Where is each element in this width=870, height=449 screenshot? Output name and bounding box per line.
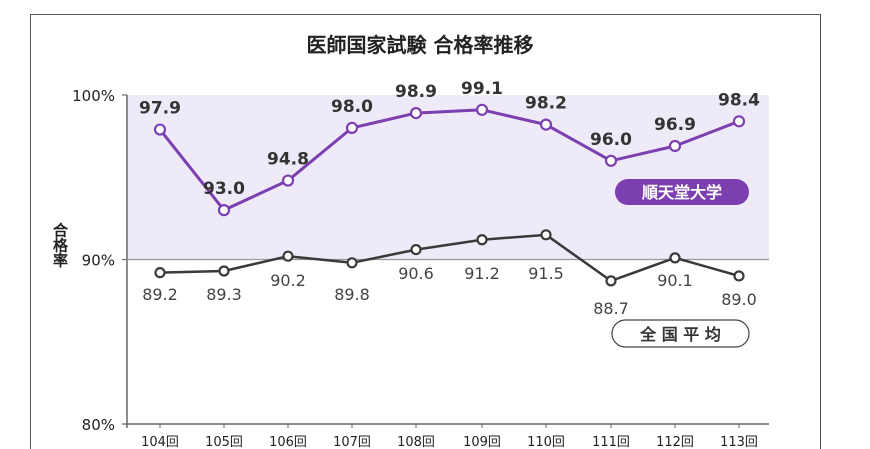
data-label-national: 89.8 [334,285,370,304]
y-tick-label: 100% [72,87,115,105]
data-point-juntendo [153,123,167,136]
data-label-juntendo: 98.2 [525,94,567,114]
data-label-juntendo: 98.0 [331,97,373,117]
highlight-band-layer [127,95,769,260]
data-label-national: 91.2 [464,264,500,283]
series-line-juntendo [158,108,740,212]
highlight-band [127,95,769,260]
data-label-juntendo: 97.9 [139,99,181,119]
chart-title: 医師国家試験 合格率推移 [307,33,534,57]
data-label-juntendo: 93.0 [203,179,245,199]
data-point-national [218,265,230,277]
x-tick-label: 106回 [269,435,307,449]
data-point-juntendo [217,204,231,217]
data-label-national: 90.2 [270,271,306,290]
data-point-juntendo [539,118,553,131]
data-label-juntendo: 94.8 [267,150,309,170]
data-point-national [410,244,422,256]
data-label-juntendo: 96.0 [590,130,632,150]
data-point-national [605,275,617,287]
x-tick-label: 113回 [720,435,758,449]
data-label-national: 88.7 [593,299,629,318]
series-line-national [159,233,740,283]
data-point-national [476,234,488,246]
data-point-national [733,270,745,282]
x-tick-label: 108回 [397,435,435,449]
data-label-national: 89.2 [142,285,178,304]
data-point-juntendo [475,103,489,116]
data-point-juntendo [732,115,746,128]
legend-national-badge [611,319,750,348]
data-label-national: 89.3 [206,285,242,304]
data-label-national: 90.1 [657,271,693,290]
legend-juntendo-label: 順天堂大学 [641,183,722,202]
data-label-national: 91.5 [528,264,564,283]
data-point-juntendo [409,106,423,120]
series-layer [153,103,746,287]
y-tick-label: 80% [82,416,115,434]
legend-national-label: 全 国 平 均 [639,325,721,344]
data-point-national [154,267,166,279]
data-point-national [282,250,294,262]
axis-layer: 100% 90% 80% 104回 105回 106回 107回 108回 109回 110回 11… [72,87,769,449]
data-point-national [669,252,681,264]
legend-juntendo-badge [615,179,749,205]
x-tick-label: 105回 [205,435,243,449]
y-axis-label: 合格率 [51,222,69,269]
data-label-juntendo: 96.9 [654,115,696,135]
data-label-national: 89.0 [721,290,757,309]
data-point-juntendo [668,139,682,153]
x-tick-label: 111回 [592,435,630,449]
x-tick-label: 112回 [656,435,694,449]
data-point-national [540,229,552,241]
y-tick-label: 90% [82,252,115,270]
x-tick-label: 107回 [333,435,371,449]
data-point-national [346,257,358,269]
data-label-juntendo: 98.4 [718,90,760,110]
x-tick-label: 104回 [141,435,179,449]
legend-juntendo: 順天堂大学 [615,179,749,205]
data-label-juntendo: 98.9 [395,82,437,102]
x-tick-label: 109回 [463,435,501,449]
data-label-national: 90.6 [398,264,434,283]
data-point-juntendo [604,154,618,167]
data-label-layer: 97.9 93.0 94.8 98.0 98.9 99.1 98.2 96.0 96.9 98.4… [139,79,760,318]
data-label-juntendo: 99.1 [461,79,503,99]
x-tick-label: 110回 [527,435,565,449]
legend-national: 全 国 平 均 [611,319,750,348]
data-point-juntendo [345,121,359,135]
data-point-juntendo [281,174,295,187]
